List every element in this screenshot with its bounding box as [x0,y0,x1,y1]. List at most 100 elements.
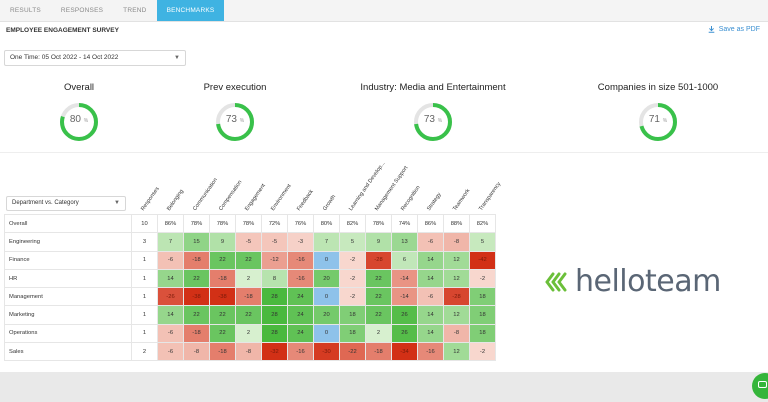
gauge-arc [60,103,98,141]
heatmap-cell: 22 [183,268,210,289]
heatmap-cell: 22 [235,305,262,325]
gauge-ring: 73 % [412,101,454,143]
heatmap-cell: 86% [417,213,444,234]
table-row: Sales 2 -6 -8 -18 -8 -32 -16 -30 -22 -18 -34 -16 12 -2 [4,342,496,362]
chevron-down-icon: ▼ [114,200,120,206]
heatmap-cell: 14 [417,250,444,270]
heatmap-cell: -18 [183,323,210,344]
row-label: Finance [4,250,132,270]
row-label: Marketing [4,305,132,325]
footer-bar [0,372,768,402]
heatmap-cell: 72% [261,213,288,234]
heatmap-cell: 22 [209,250,236,270]
table-row: Overall 10 86% 78% 78% 78% 72% 76% 80% 82% 78% 74% 8… [4,213,496,234]
tab-benchmarks[interactable]: BENCHMARKS [156,0,225,21]
heatmap-cell: 13 [391,232,418,252]
heatmap-cell: -2 [339,287,366,307]
row-label: Operations [4,323,132,344]
heatmap-cell: 86% [157,213,184,234]
tab-responses[interactable]: RESPONSES [60,7,104,14]
tab-trend[interactable]: TREND [123,7,147,14]
table-row: Operations 1 -6 -18 22 2 28 24 0 18 2 26 14 -8 18 [4,323,496,344]
heatmap-cell: -8 [235,342,262,362]
department-category-select[interactable]: Department vs. Category ▼ [6,196,126,211]
response-count: 1 [131,287,158,307]
gauge-card: Industry: Media and Entertainment 73 % [343,82,523,143]
gauge-ring: 80 % [58,101,100,143]
gauge-card: Companies in size 501-1000 71 % [568,82,748,143]
heatmap-cell: -6 [157,342,184,362]
date-filter-value: One Time: 05 Oct 2022 - 14 Oct 2022 [10,54,119,61]
heatmap-cell: 9 [365,232,392,252]
heatmap-cell: -32 [261,342,288,362]
response-count: 1 [131,268,158,289]
heatmap-cell: 24 [287,305,314,325]
heatmap-cell: 14 [157,305,184,325]
heatmap-cell: 7 [157,232,184,252]
heatmap-cell: 12 [443,250,470,270]
heatmap-cell: 18 [339,323,366,344]
heatmap-cell: -18 [183,250,210,270]
gauge-value: 71 % [648,114,668,125]
heatmap-cell: -14 [391,268,418,289]
heatmap-cell: -3 [287,232,314,252]
heatmap-cell: -28 [365,250,392,270]
heatmap-cell: 12 [443,305,470,325]
date-filter-select[interactable]: One Time: 05 Oct 2022 - 14 Oct 2022 ▼ [4,50,186,66]
heatmap-cell: 2 [235,268,262,289]
page-title: EMPLOYEE ENGAGEMENT SURVEY [6,27,119,34]
heatmap-cell: -18 [365,342,392,362]
heatmap-cell: 18 [339,305,366,325]
heatmap-cell: 5 [469,232,496,252]
heatmap-cell: 80% [313,213,340,234]
heatmap-cell: -8 [443,323,470,344]
chevron-down-icon: ▼ [174,55,180,61]
chat-bubble-icon [758,381,767,388]
chat-button[interactable] [752,373,768,399]
heatmap-cell: 28 [261,305,288,325]
heatmap-cell: -6 [157,250,184,270]
gauge-label: Prev execution [203,82,267,93]
heatmap-cell: 15 [183,232,210,252]
heatmap-cell: -34 [391,342,418,362]
heatmap-cell: 28 [261,323,288,344]
gauge-card: Overall 80 % [0,82,169,143]
tab-results[interactable]: RESULTS [10,7,41,14]
gauge-ring: 73 % [214,101,256,143]
heatmap-cell: 18 [469,305,496,325]
heatmap-cell: 22 [365,268,392,289]
heatmap-cell: -16 [287,342,314,362]
heatmap-cell: -2 [469,342,496,362]
heatmap-cell: -28 [443,287,470,307]
response-count: 1 [131,250,158,270]
heatmap-cell: -2 [339,268,366,289]
heatmap-cell: -2 [469,268,496,289]
heatmap-cell: 22 [209,305,236,325]
heatmap-cell: 14 [157,268,184,289]
heatmap-cell: -6 [157,323,184,344]
helloteam-logo-mark [545,272,567,291]
heatmap-cell: 14 [417,268,444,289]
heatmap-cell: -18 [209,268,236,289]
heatmap-cell: 7 [313,232,340,252]
heatmap-cell: -14 [391,287,418,307]
save-pdf-button[interactable]: Save as PDF [708,26,760,33]
heatmap-cell: -22 [339,342,366,362]
response-count: 2 [131,342,158,362]
heatmap-cell: -38 [209,287,236,307]
gauge-label: Industry: Media and Entertainment [360,82,506,93]
heatmap-cell: 18 [469,323,496,344]
heatmap-cell: -18 [209,342,236,362]
heatmap-cell: -8 [183,342,210,362]
heatmap-cell: 22 [183,305,210,325]
helloteam-logo: helloteam [543,264,721,299]
row-label: Engineering [4,232,132,252]
heatmap-cell: 88% [443,213,470,234]
heatmap-cell: 20 [313,268,340,289]
heatmap-cell: 5 [339,232,366,252]
heatmap-cell: -16 [287,250,314,270]
heatmap-cell: 78% [235,213,262,234]
section-divider [0,152,768,153]
gauge-label: Overall [63,82,95,93]
heatmap-cell: 12 [443,268,470,289]
